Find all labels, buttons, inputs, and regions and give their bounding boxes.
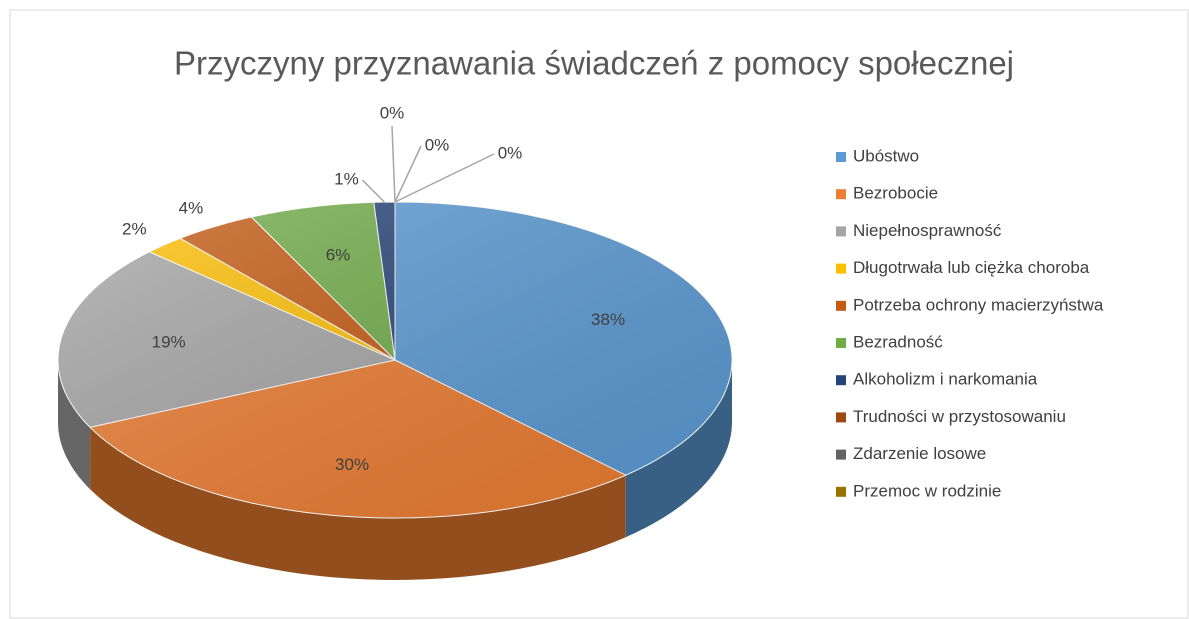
legend-swatch	[836, 375, 846, 386]
legend-label: Przemoc w rodzinie	[853, 481, 1001, 500]
data-label: 1%	[334, 170, 359, 189]
pie-side	[90, 427, 626, 580]
leader-line	[394, 153, 495, 203]
leader-line	[391, 125, 396, 203]
data-label: 6%	[326, 245, 351, 264]
legend-label: Potrzeba ochrony macierzyństwa	[853, 295, 1104, 314]
leader-line	[394, 145, 422, 203]
legend-swatch	[836, 486, 846, 497]
legend-label: Bezrobocie	[853, 184, 938, 203]
leader-line	[361, 179, 385, 203]
legend-label: Trudności w przystosowaniu	[853, 407, 1066, 426]
data-label: 19%	[152, 333, 186, 352]
legend-swatch	[836, 449, 846, 460]
data-label: 2%	[122, 219, 147, 238]
data-label: 0%	[425, 135, 450, 154]
legend-swatch	[836, 189, 846, 200]
legend-label: Ubóstwo	[853, 146, 919, 165]
legend-swatch	[836, 338, 846, 348]
legend-label: Zdarzenie losowe	[853, 444, 986, 463]
legend-swatch	[836, 412, 846, 423]
legend-label: Alkoholizm i narkomania	[853, 370, 1038, 389]
legend-swatch	[836, 263, 846, 274]
legend-label: Bezradność	[853, 332, 943, 351]
data-label: 0%	[380, 103, 405, 122]
data-label: 0%	[498, 143, 523, 162]
legend-label: Długotrwała lub ciężka choroba	[853, 258, 1090, 277]
legend-swatch	[836, 152, 846, 162]
chart-frame	[9, 9, 1189, 619]
chart-title: Przyczyny przyznawania świadczeń z pomoc…	[174, 45, 1014, 82]
legend-swatch	[836, 226, 846, 237]
data-label: 4%	[179, 199, 204, 218]
data-label: 30%	[335, 455, 369, 474]
legend-label: Niepełnosprawność	[853, 221, 1002, 240]
data-label: 38%	[591, 310, 625, 329]
legend-swatch	[836, 300, 846, 311]
